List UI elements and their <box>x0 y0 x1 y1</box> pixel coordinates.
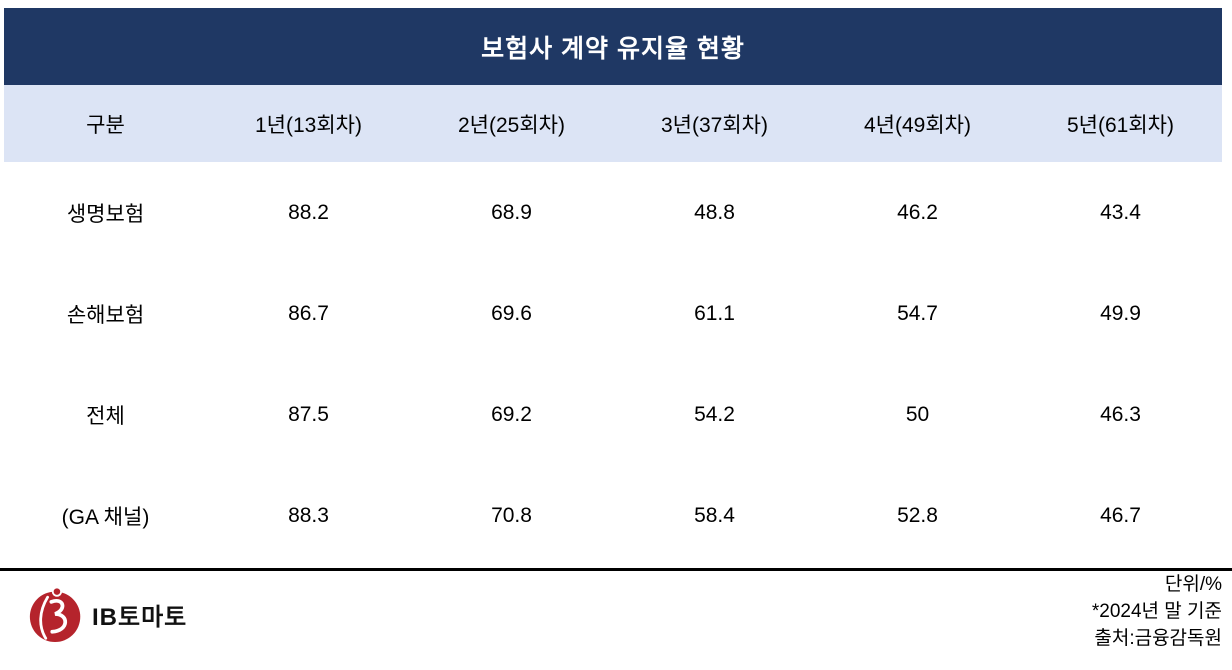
logo-wordmark: IB토마토 <box>92 603 188 631</box>
cell-value: 54.2 <box>694 402 735 426</box>
row-label: 전체 <box>86 404 125 428</box>
table-title-bar: 보험사 계약 유지율 현황 <box>4 8 1222 85</box>
table-row-nonlife-insurance: 손해보험 86.7 69.6 61.1 54.7 49.9 <box>4 263 1222 364</box>
cell-value: 69.2 <box>491 402 532 426</box>
retention-table: 보험사 계약 유지율 현황 구분 1년(13회차) 2년(25회차) 3년(37… <box>4 8 1222 566</box>
cell-value: 61.1 <box>694 301 735 325</box>
cell-value: 48.8 <box>694 200 735 224</box>
column-header-year5: 5년(61회차) <box>1067 113 1174 137</box>
cell-value: 43.4 <box>1100 200 1141 224</box>
footnote-source: 출처:금융감독원 <box>1094 627 1222 649</box>
column-header-gubun: 구분 <box>86 113 125 137</box>
tomato-icon <box>29 586 81 642</box>
page-title: 보험사 계약 유지율 현황 <box>481 34 745 63</box>
cell-value: 49.9 <box>1100 301 1141 325</box>
table-header-row: 구분 1년(13회차) 2년(25회차) 3년(37회차) 4년(49회차) 5… <box>4 85 1222 162</box>
footnotes: 단위/% *2024년 말 기준 출처:금융감독원 <box>1092 571 1222 652</box>
table-row-ga-channel: (GA 채널) 88.3 70.8 58.4 52.8 46.7 <box>4 465 1222 566</box>
ibtomato-logo: IB토마토 <box>28 584 187 644</box>
table-row-life-insurance: 생명보험 88.2 68.9 48.8 46.2 43.4 <box>4 162 1222 263</box>
cell-value: 54.7 <box>897 301 938 325</box>
cell-value: 68.9 <box>491 200 532 224</box>
footnote-unit: 단위/% <box>1164 573 1222 595</box>
cell-value: 70.8 <box>491 503 532 527</box>
row-label: 손해보험 <box>66 303 145 327</box>
column-header-year2: 2년(25회차) <box>458 113 565 137</box>
column-header-year4: 4년(49회차) <box>864 113 971 137</box>
cell-value: 88.2 <box>288 200 329 224</box>
footnote-asof: *2024년 말 기준 <box>1091 600 1222 622</box>
cell-value: 69.6 <box>491 301 532 325</box>
cell-value: 46.2 <box>897 200 938 224</box>
cell-value: 50 <box>905 402 930 426</box>
cell-value: 46.7 <box>1100 503 1141 527</box>
footer: IB토마토 단위/% *2024년 말 기준 출처:금융감독원 <box>4 571 1222 657</box>
table-row-total: 전체 87.5 69.2 54.2 50 46.3 <box>4 364 1222 465</box>
cell-value: 46.3 <box>1100 402 1141 426</box>
row-label: 생명보험 <box>66 202 145 226</box>
footer-divider-line <box>0 568 1232 571</box>
column-header-year3: 3년(37회차) <box>661 113 768 137</box>
cell-value: 87.5 <box>288 402 329 426</box>
row-label: (GA 채널) <box>61 505 150 529</box>
cell-value: 88.3 <box>288 503 329 527</box>
cell-value: 86.7 <box>288 301 329 325</box>
cell-value: 52.8 <box>897 503 938 527</box>
column-header-year1: 1년(13회차) <box>255 113 362 137</box>
cell-value: 58.4 <box>694 503 735 527</box>
